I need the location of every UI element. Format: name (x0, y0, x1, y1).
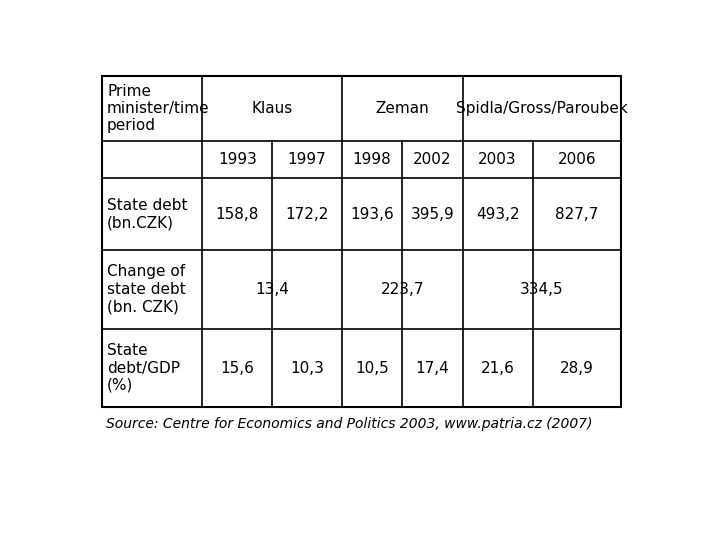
Text: 827,7: 827,7 (555, 207, 598, 221)
Text: 1998: 1998 (353, 152, 392, 167)
Text: 2006: 2006 (557, 152, 596, 167)
Text: 1997: 1997 (287, 152, 326, 167)
Text: 28,9: 28,9 (559, 361, 593, 376)
Text: 13,4: 13,4 (255, 282, 289, 297)
Text: Source: Centre for Economics and Politics 2003, www.patria.cz (2007): Source: Centre for Economics and Politic… (106, 417, 592, 431)
Text: Zeman: Zeman (375, 101, 429, 116)
Text: State
debt/GDP
(%): State debt/GDP (%) (107, 343, 180, 393)
Text: 10,3: 10,3 (290, 361, 324, 376)
Text: 1993: 1993 (218, 152, 257, 167)
Text: State debt
(bn.CZK): State debt (bn.CZK) (107, 198, 187, 231)
Bar (102, 76, 621, 408)
Text: 172,2: 172,2 (285, 207, 329, 221)
Text: 395,9: 395,9 (410, 207, 454, 221)
Text: Change of
state debt
(bn. CZK): Change of state debt (bn. CZK) (107, 265, 186, 314)
Text: 223,7: 223,7 (381, 282, 424, 297)
Text: 334,5: 334,5 (520, 282, 564, 297)
Text: 193,6: 193,6 (350, 207, 394, 221)
Text: 2002: 2002 (413, 152, 452, 167)
Text: Klaus: Klaus (251, 101, 293, 116)
Text: 493,2: 493,2 (476, 207, 519, 221)
Text: 21,6: 21,6 (481, 361, 515, 376)
Text: 158,8: 158,8 (215, 207, 259, 221)
Text: 2003: 2003 (478, 152, 517, 167)
Text: 15,6: 15,6 (220, 361, 254, 376)
Text: Prime
minister/time
period: Prime minister/time period (107, 84, 210, 133)
Text: 10,5: 10,5 (355, 361, 389, 376)
Text: 17,4: 17,4 (415, 361, 449, 376)
Text: Spidla/Gross/Paroubek: Spidla/Gross/Paroubek (456, 101, 628, 116)
